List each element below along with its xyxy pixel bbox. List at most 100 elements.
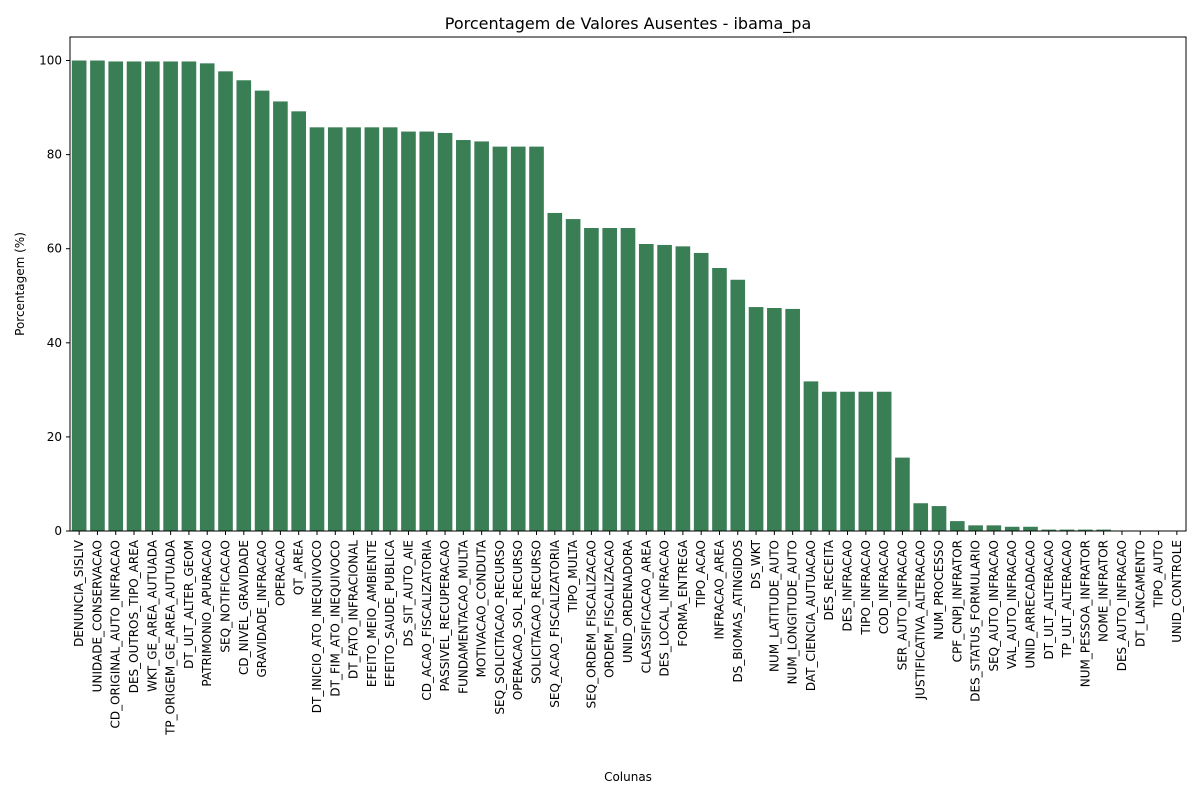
x-tick-label: NUM_LONGITUDE_AUTO	[786, 540, 800, 684]
x-tick-label: DES_LOCAL_INFRACAO	[658, 540, 672, 677]
x-tick-label: DT_FIM_ATO_INEQUIVOCO	[328, 540, 342, 697]
bar-qt-area	[291, 111, 307, 531]
x-tick-label: DT_LANCAMENTO	[1133, 540, 1147, 647]
bar-des-receita	[821, 391, 837, 531]
x-tick-label: SOLICITACAO_RECURSO	[530, 540, 544, 684]
x-tick-label: FUNDAMENTACAO_MULTA	[456, 539, 470, 694]
bar-seq-auto-infracao	[986, 525, 1002, 531]
x-tick-label: DES_INFRACAO	[841, 540, 855, 632]
x-tick-label: EFEITO_MEIO_AMBIENTE	[365, 540, 379, 687]
bar-num-latitude-auto	[767, 307, 782, 531]
x-tick-label: DS_SIT_AUTO_AIE	[401, 540, 415, 646]
x-tick-label: PATRIMONIO_APURACAO	[200, 540, 214, 687]
bar-dt-inicio-ato-inequivoco	[309, 127, 325, 532]
bar-cd-original-auto-infracao	[108, 61, 124, 532]
x-tick-label: SEQ_SOLICITACAO_RECURSO	[493, 540, 507, 715]
bar-seq-solicitacao-recurso	[492, 146, 508, 531]
plot-frame	[69, 36, 1187, 532]
bar-efeito-saude-publica	[382, 127, 398, 532]
x-tick-label: DENUNCIA_SISLIV	[72, 539, 86, 647]
bar-des-outros-tipo-area	[126, 61, 142, 532]
x-tick-label: EFEITO_SAUDE_PUBLICA	[383, 539, 397, 687]
x-tick-label: DES_AUTO_INFRACAO	[1115, 540, 1129, 671]
y-axis-title: Porcentagem (%)	[13, 232, 27, 336]
x-tick-label: SEQ_ACAO_FISCALIZATORIA	[548, 539, 562, 707]
bar-cd-nivel-gravidade	[236, 80, 252, 531]
x-tick-label: GRAVIDADE_INFRACAO	[255, 540, 269, 678]
x-tick-label: CD_ORIGINAL_AUTO_INFRACAO	[109, 540, 123, 729]
y-tick-label: 100	[39, 54, 62, 68]
y-tick-label: 80	[47, 148, 62, 162]
x-tick-label: COD_INFRACAO	[877, 540, 891, 634]
x-axis-title: Colunas	[604, 770, 652, 784]
bar-cod-infracao	[876, 391, 892, 531]
x-tick-label: TIPO_ACAO	[694, 540, 708, 608]
x-tick-label: TP_ULT_ALTERACAO	[1060, 540, 1074, 659]
bar-efeito-meio-ambiente	[364, 127, 380, 532]
y-tick-label: 40	[47, 336, 62, 350]
bar-dt-fato-infracional	[346, 127, 361, 532]
bar-ds-wkt	[748, 307, 764, 531]
x-tick-label: TP_ORIGEM_GE_AREA_AUTUADA	[164, 539, 178, 736]
x-tick-label: TIPO_MULTA	[566, 539, 580, 613]
x-tick-label: SEQ_NOTIFICACAO	[219, 540, 233, 653]
x-tick-label: UNID_CONTROLE	[1170, 540, 1184, 643]
bar-ds-sit-auto-aie	[401, 131, 416, 531]
chart-title: Porcentagem de Valores Ausentes - ibama_…	[445, 14, 812, 34]
bar-gravidade-infracao	[254, 90, 270, 532]
bar-unid-arrecadacao	[1023, 526, 1038, 531]
x-tick-label: SEQ_AUTO_INFRACAO	[987, 540, 1001, 672]
x-tick-label: DES_STATUS_FORMULARIO	[969, 540, 983, 702]
x-tick-label: DES_RECEITA	[822, 539, 836, 620]
bar-dt-fim-ato-inequivoco	[327, 127, 343, 532]
x-tick-label: TIPO_AUTO	[1152, 540, 1166, 608]
bar-seq-notificacao	[218, 71, 233, 532]
bar-tipo-multa	[565, 219, 581, 531]
bar-wkt-ge-area-autuada	[145, 61, 160, 532]
x-tick-label: CPF_CNPJ_INFRATOR	[950, 540, 964, 662]
bar-solicitacao-recurso	[529, 146, 544, 531]
x-tick-label: DT_INICIO_ATO_INEQUIVOCO	[310, 540, 324, 713]
x-tick-label: FORMA_ENTREGA	[676, 539, 690, 646]
bar-tp-ult-alteracao	[1059, 529, 1075, 531]
x-tick-label: CD_NIVEL_GRAVIDADE	[237, 540, 251, 675]
x-tick-label: QT_AREA	[292, 539, 306, 595]
bar-unidade-conservacao	[90, 60, 105, 532]
bar-des-status-formulario	[968, 525, 983, 531]
y-tick-label: 20	[47, 430, 62, 444]
x-tick-label: SER_AUTO_INFRACAO	[895, 540, 909, 670]
bar-cd-acao-fiscalizatoria	[419, 131, 435, 531]
x-tick-label: DT_FATO_INFRACIONAL	[347, 540, 361, 679]
x-tick-label: WKT_GE_AREA_AUTUADA	[145, 539, 159, 692]
x-tick-label: ORDEM_FISCALIZACAO	[603, 540, 617, 678]
bar-classificacao-area	[638, 244, 654, 531]
y-axis: 0 20 40 60 80 100	[39, 54, 70, 538]
bar-ordem-fiscalizacao	[602, 228, 618, 531]
bar-operacao-sol-recurso	[510, 146, 526, 531]
x-tick-label: DES_OUTROS_TIPO_AREA	[127, 539, 141, 693]
bar-ds-biomas-atingidos	[730, 279, 746, 531]
x-tick-label: UNID_ARRECADACAO	[1023, 540, 1037, 668]
x-tick-label: OPERACAO	[273, 540, 287, 606]
bar-tp-origem-ge-area-autuada	[163, 61, 178, 532]
bar-forma-entrega	[675, 246, 691, 531]
y-tick-label: 60	[47, 242, 62, 256]
x-tick-label: SEQ_ORDEM_FISCALIZACAO	[584, 540, 598, 709]
x-tick-label: NUM_LATITUDE_AUTO	[767, 540, 781, 672]
x-tick-label: CD_ACAO_FISCALIZATORIA	[420, 539, 434, 700]
bar-dt-ult-alter-geom	[181, 61, 197, 532]
bar-num-pessoa-infrator	[1078, 529, 1093, 531]
bar-justificativa-alteracao	[913, 503, 929, 531]
x-tick-label: CLASSIFICACAO_AREA	[639, 539, 653, 673]
x-tick-label: NOME_INFRATOR	[1097, 540, 1111, 642]
x-tick-label: PASSIVEL_RECUPERACAO	[438, 540, 452, 692]
bars-group	[71, 60, 1111, 532]
x-tick-label: TIPO_INFRACAO	[859, 540, 873, 636]
x-tick-label: MOTIVACAO_CONDUTA	[475, 539, 489, 677]
x-tick-label: DT_ULT_ALTERACAO	[1042, 540, 1056, 660]
bar-tipo-infracao	[858, 391, 874, 531]
bar-des-infracao	[840, 391, 855, 531]
bar-num-processo	[931, 506, 947, 531]
bar-fundamentacao-multa	[456, 140, 471, 531]
